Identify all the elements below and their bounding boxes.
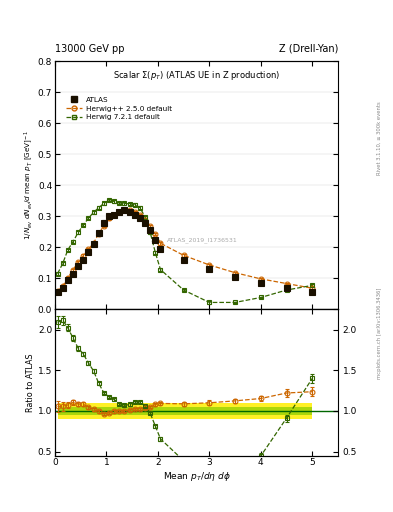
Text: Scalar $\Sigma(p_T)$ (ATLAS UE in Z production): Scalar $\Sigma(p_T)$ (ATLAS UE in Z prod…: [113, 69, 280, 82]
Y-axis label: $1/N_{ev}\ dN_{ev}/d\ \mathrm{mean}\ p_T\ [\mathrm{GeV}]^{-1}$: $1/N_{ev}\ dN_{ev}/d\ \mathrm{mean}\ p_T…: [22, 131, 35, 240]
Legend: ATLAS, Herwig++ 2.5.0 default, Herwig 7.2.1 default: ATLAS, Herwig++ 2.5.0 default, Herwig 7.…: [64, 95, 174, 122]
Text: 13000 GeV pp: 13000 GeV pp: [55, 44, 125, 54]
Text: Z (Drell-Yan): Z (Drell-Yan): [279, 44, 338, 54]
X-axis label: Mean $p_T/d\eta\ d\phi$: Mean $p_T/d\eta\ d\phi$: [163, 470, 230, 483]
Y-axis label: Ratio to ATLAS: Ratio to ATLAS: [26, 353, 35, 412]
Text: Rivet 3.1.10, ≥ 300k events: Rivet 3.1.10, ≥ 300k events: [377, 101, 382, 175]
Text: mcplots.cern.ch [arXiv:1306.3436]: mcplots.cern.ch [arXiv:1306.3436]: [377, 287, 382, 378]
Text: ATLAS_2019_I1736531: ATLAS_2019_I1736531: [167, 237, 237, 243]
